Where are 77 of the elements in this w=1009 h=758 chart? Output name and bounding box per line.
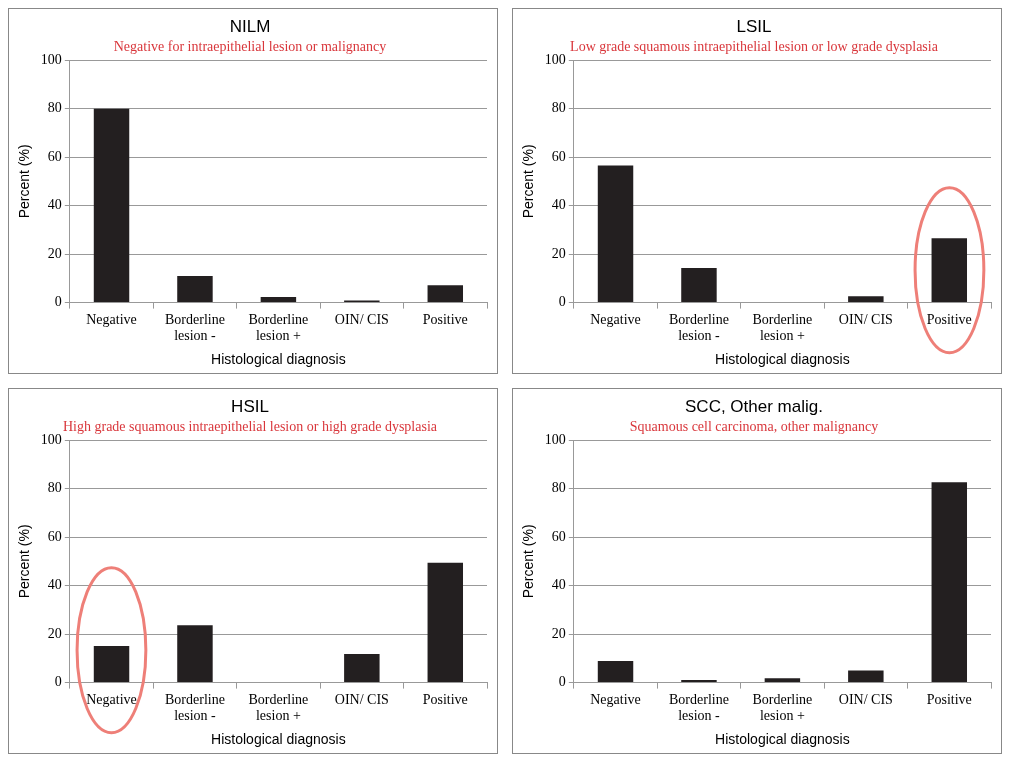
bar xyxy=(931,238,968,303)
x-tick-label: Negative xyxy=(590,311,641,327)
bar xyxy=(93,646,130,683)
y-tick-label: 0 xyxy=(558,294,566,310)
bar xyxy=(177,275,213,303)
x-tick-label: Borderline lesion - xyxy=(165,691,225,724)
y-tick-label: 80 xyxy=(551,480,566,496)
y-tick-label: 0 xyxy=(558,674,566,690)
x-tick-label: Borderline lesion + xyxy=(752,311,813,344)
y-tick-label: 60 xyxy=(47,528,62,544)
y-axis-title: Percent (%) xyxy=(16,144,33,219)
x-tick-label: Negative xyxy=(590,691,641,707)
bar xyxy=(597,661,634,683)
y-tick-label: 60 xyxy=(551,148,566,164)
x-tick-label: Negative xyxy=(86,311,137,327)
bar xyxy=(931,482,968,683)
bar xyxy=(764,678,801,683)
y-tick-label: 100 xyxy=(40,431,62,447)
x-tick-label: Positive xyxy=(926,311,972,327)
bar xyxy=(260,297,297,303)
y-tick-label: 80 xyxy=(47,100,62,116)
bar xyxy=(177,625,213,683)
y-tick-label: 60 xyxy=(47,148,62,164)
chart-subtitle: Low grade squamous intraepithelial lesion or low grade dysplasia xyxy=(570,39,939,55)
y-tick-label: 0 xyxy=(54,294,62,310)
x-tick-label: Borderline lesion - xyxy=(165,311,225,344)
chart-title: NILM xyxy=(229,16,271,36)
y-tick-label: 40 xyxy=(47,577,62,593)
x-tick-label: OIN/ CIS xyxy=(334,311,389,327)
bar xyxy=(681,267,717,303)
bar xyxy=(848,296,884,303)
x-tick-label: Positive xyxy=(422,691,468,707)
y-tick-label: 20 xyxy=(551,625,566,641)
bar xyxy=(597,165,634,303)
y-axis-title: Percent (%) xyxy=(520,524,537,599)
x-axis-title: Histological diagnosis xyxy=(715,731,850,748)
chart-subtitle: Squamous cell carcinoma, other malignancy xyxy=(629,419,879,435)
y-tick-label: 0 xyxy=(54,674,62,690)
x-axis-title: Histological diagnosis xyxy=(211,351,346,368)
y-tick-label: 100 xyxy=(40,51,62,67)
chart-title: HSIL xyxy=(231,396,269,416)
y-tick-label: 80 xyxy=(551,100,566,116)
x-tick-label: Positive xyxy=(926,691,972,707)
y-tick-label: 100 xyxy=(544,51,566,67)
x-tick-label: Borderline lesion + xyxy=(248,311,309,344)
y-tick-label: 20 xyxy=(47,625,62,641)
chart-subtitle: Negative for intraepithelial lesion or malignancy xyxy=(113,39,387,55)
y-tick-label: 40 xyxy=(551,577,566,593)
x-tick-label: OIN/ CIS xyxy=(838,691,893,707)
x-tick-label: Borderline lesion - xyxy=(669,691,729,724)
bar xyxy=(848,670,884,683)
x-tick-label: Borderline lesion + xyxy=(752,691,813,724)
x-tick-label: Borderline lesion - xyxy=(669,311,729,344)
y-tick-label: 100 xyxy=(544,431,566,447)
x-tick-label: OIN/ CIS xyxy=(334,691,389,707)
y-tick-label: 60 xyxy=(551,528,566,544)
x-axis-title: Histological diagnosis xyxy=(715,351,850,368)
x-tick-label: Borderline lesion + xyxy=(248,691,309,724)
y-tick-label: 80 xyxy=(47,480,62,496)
x-tick-label: OIN/ CIS xyxy=(838,311,893,327)
bar xyxy=(427,285,464,303)
bar xyxy=(93,108,130,303)
bar xyxy=(427,562,464,683)
y-tick-label: 20 xyxy=(551,245,566,261)
chart-title: LSIL xyxy=(736,16,772,36)
y-tick-label: 40 xyxy=(551,197,566,213)
chart-title: SCC, Other malig. xyxy=(685,396,823,416)
y-axis-title: Percent (%) xyxy=(520,144,537,219)
bar xyxy=(344,654,380,683)
x-axis-title: Histological diagnosis xyxy=(211,731,346,748)
x-tick-label: Negative xyxy=(86,691,137,707)
y-tick-label: 40 xyxy=(47,197,62,213)
y-axis-title: Percent (%) xyxy=(16,524,33,599)
y-tick-label: 20 xyxy=(47,245,62,261)
x-tick-label: Positive xyxy=(422,311,468,327)
bar xyxy=(681,679,717,683)
chart-subtitle: High grade squamous intraepithelial lesion or high grade dysplasia xyxy=(62,419,438,435)
